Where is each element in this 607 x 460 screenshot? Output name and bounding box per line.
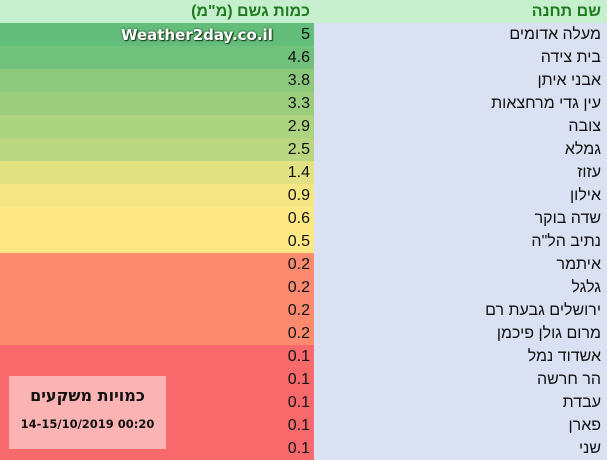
station-name: איתמר xyxy=(314,253,607,276)
station-name: שדה בוקר xyxy=(314,207,607,230)
table-row: 1.4 עזוז xyxy=(0,161,607,184)
rainfall-value: 0.2 xyxy=(0,299,314,322)
table-row: 0.2 מרום גולן פיכמן xyxy=(0,322,607,345)
table-row: 3.3 עין גדי מרחצאות xyxy=(0,92,607,115)
rainfall-value: 1.4 xyxy=(0,161,314,184)
table-row: 0.1 אשדוד נמל xyxy=(0,345,607,368)
table-row: 3.8 אבני איתן xyxy=(0,69,607,92)
table-row: 0.2 איתמר xyxy=(0,253,607,276)
station-name: עין גדי מרחצאות xyxy=(314,92,607,115)
rainfall-value: 0.6 xyxy=(0,207,314,230)
table-row: 0.2 ירושלים גבעת רם xyxy=(0,299,607,322)
station-name: צובה xyxy=(314,115,607,138)
rainfall-value: 0.2 xyxy=(0,253,314,276)
rainfall-value: 2.5 xyxy=(0,138,314,161)
rainfall-value: 0.9 xyxy=(0,184,314,207)
table-row: 2.5 גמלא xyxy=(0,138,607,161)
table-row: 0.6 שדה בוקר xyxy=(0,207,607,230)
table-row: 5 מעלה אדומים xyxy=(0,23,607,46)
rainfall-value: 0.2 xyxy=(0,322,314,345)
info-box: כמויות משקעים 14-15/10/2019 00:20 xyxy=(9,376,166,449)
table-row: 0.2 גלגל xyxy=(0,276,607,299)
station-name: בית צידה xyxy=(314,46,607,69)
station-name: עבדת xyxy=(314,391,607,414)
station-name: נתיב הל"ה xyxy=(314,230,607,253)
station-name: אבני איתן xyxy=(314,69,607,92)
station-name: אשדוד נמל xyxy=(314,345,607,368)
rainfall-value: 0.2 xyxy=(0,276,314,299)
station-name: מעלה אדומים xyxy=(314,23,607,46)
station-name: אילון xyxy=(314,184,607,207)
table-header: כמות גשם (מ"מ) שם תחנה xyxy=(0,0,607,23)
table-row: 4.6 בית צידה xyxy=(0,46,607,69)
watermark: Weather2day.co.il xyxy=(121,26,273,44)
table-row: 0.9 אילון xyxy=(0,184,607,207)
rainfall-value: 0.1 xyxy=(0,345,314,368)
station-name: פארן xyxy=(314,414,607,437)
station-name: הר חרשה xyxy=(314,368,607,391)
rainfall-value: 2.9 xyxy=(0,115,314,138)
rainfall-value: 5 xyxy=(0,23,314,46)
header-rainfall: כמות גשם (מ"מ) xyxy=(0,0,314,23)
station-name: מרום גולן פיכמן xyxy=(314,322,607,345)
header-station: שם תחנה xyxy=(314,0,607,23)
info-date: 14-15/10/2019 00:20 xyxy=(20,417,155,431)
info-title: כמויות משקעים xyxy=(30,386,145,405)
rainfall-value: 0.5 xyxy=(0,230,314,253)
station-name: שני xyxy=(314,437,607,460)
rainfall-value: 3.8 xyxy=(0,69,314,92)
table-row: 2.9 צובה xyxy=(0,115,607,138)
station-name: גלגל xyxy=(314,276,607,299)
rainfall-value: 3.3 xyxy=(0,92,314,115)
table-row: 0.5 נתיב הל"ה xyxy=(0,230,607,253)
station-name: ירושלים גבעת רם xyxy=(314,299,607,322)
rainfall-value: 4.6 xyxy=(0,46,314,69)
station-name: גמלא xyxy=(314,138,607,161)
station-name: עזוז xyxy=(314,161,607,184)
